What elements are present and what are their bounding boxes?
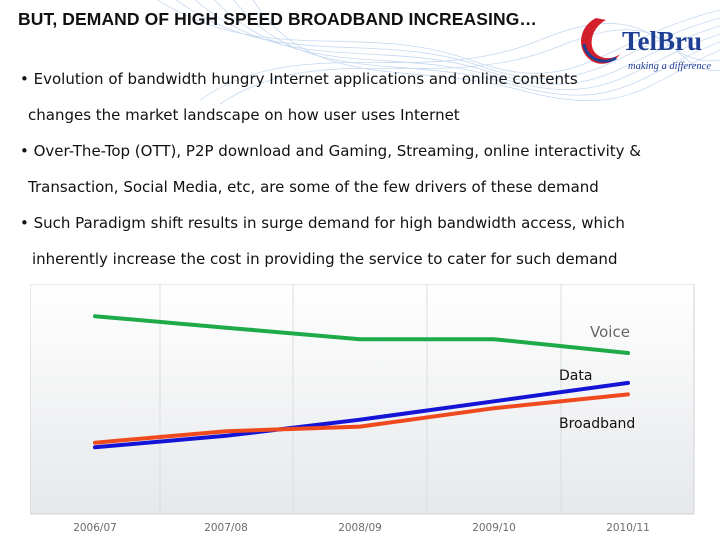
slide-title: BUT, DEMAND OF HIGH SPEED BROADBAND INCR… — [18, 9, 538, 29]
series-line-broadband — [93, 392, 630, 445]
x-tick-label: 2007/08 — [204, 522, 248, 534]
x-tick-label: 2010/11 — [606, 522, 650, 534]
x-tick-label: 2008/09 — [338, 522, 382, 534]
logo-swoosh-icon — [581, 18, 620, 64]
series-label-broadband: Broadband — [559, 416, 635, 432]
series-line-data — [93, 380, 630, 450]
bullet-3-line-2: inherently increase the cost in providin… — [32, 250, 618, 268]
series-label-data: Data — [559, 368, 592, 384]
x-tick-label: 2009/10 — [472, 522, 516, 534]
bullet-2-line-2: Transaction, Social Media, etc, are some… — [28, 178, 599, 196]
telbru-logo: TelBru making a difference — [581, 18, 711, 72]
x-tick-label: 2006/07 — [73, 522, 117, 534]
logo-brand-text: TelBru — [622, 26, 702, 56]
bullet-2-line-1: • Over-The-Top (OTT), P2P download and G… — [20, 142, 641, 160]
bullet-3-line-1: • Such Paradigm shift results in surge d… — [20, 214, 625, 232]
series-label-voice: Voice — [590, 323, 630, 341]
logo-tagline-text: making a difference — [628, 61, 711, 72]
demand-trend-chart: 2006/07 2007/08 2008/09 2009/10 2010/11 Voic… — [30, 284, 695, 534]
bullet-1-line-1: • Evolution of bandwidth hungry Internet… — [20, 70, 578, 88]
series-line-voice — [93, 314, 630, 355]
decorative-swirl-background — [157, 0, 720, 105]
bullet-1-line-2: changes the market landscape on how user… — [28, 106, 460, 124]
